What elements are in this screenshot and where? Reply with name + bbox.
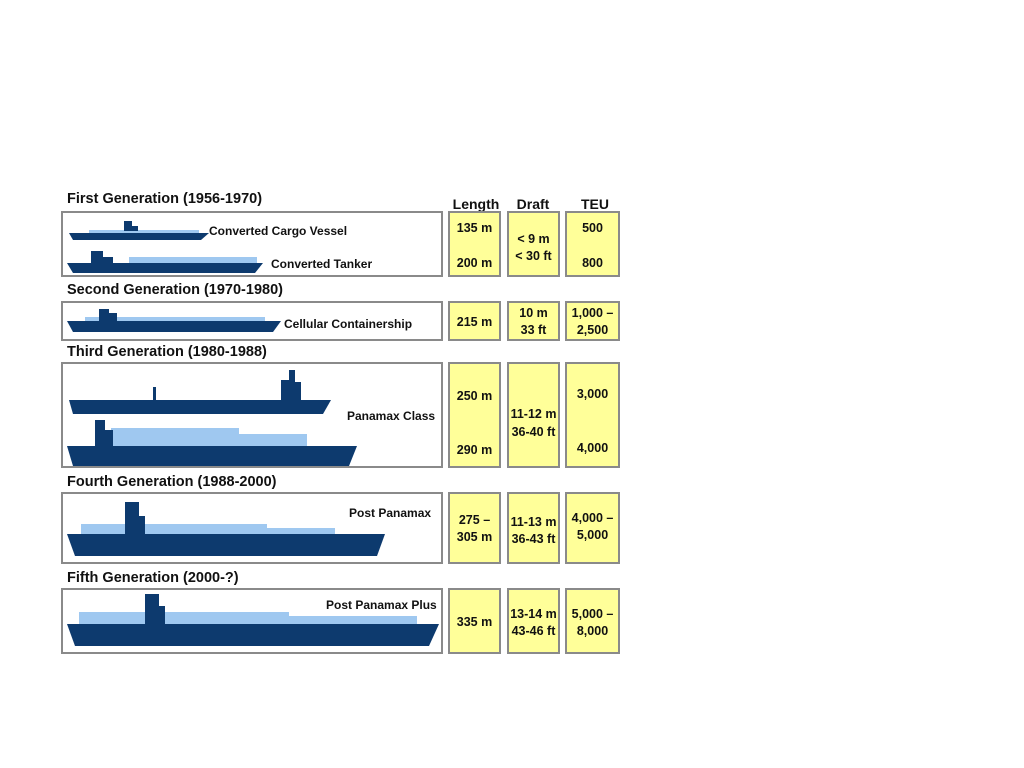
ship-label: Post Panamax: [349, 506, 432, 520]
container-ship-icon: [69, 370, 331, 414]
container-ship-icon: [67, 594, 439, 646]
ship-label: Panamax Class: [347, 409, 436, 423]
container-ship-icon: [67, 502, 385, 556]
length-cell-1: 135 m 200 m: [448, 211, 501, 277]
ship-panel-3: Panamax Class: [61, 362, 443, 468]
ship-label: Converted Tanker: [271, 257, 373, 271]
teu-cell-2: 1,000 – 2,500: [565, 301, 620, 341]
ship-panel-5: Post Panamax Plus: [61, 588, 443, 654]
ship-panel-4: Post Panamax: [61, 492, 443, 564]
length-cell-5: 335 m: [448, 588, 501, 654]
draft-cell-5: 13-14 m 43-46 ft: [507, 588, 560, 654]
generation-title-2: Second Generation (1970-1980): [67, 282, 283, 298]
teu-cell-1: 500 800: [565, 211, 620, 277]
length-cell-4: 275 – 305 m: [448, 492, 501, 564]
ship-label: Converted Cargo Vessel: [209, 224, 348, 238]
teu-cell-5: 5,000 – 8,000: [565, 588, 620, 654]
draft-cell-2: 10 m 33 ft: [507, 301, 560, 341]
draft-cell-3: 11-12 m 36-40 ft: [507, 362, 560, 468]
draft-cell-4: 11-13 m 36-43 ft: [507, 492, 560, 564]
teu-cell-3: 3,000 4,000: [565, 362, 620, 468]
column-header-draft: Draft: [516, 196, 550, 212]
length-cell-2: 215 m: [448, 301, 501, 341]
generation-title-4: Fourth Generation (1988-2000): [67, 474, 277, 490]
ship-label: Post Panamax Plus: [326, 598, 437, 612]
draft-cell-1: < 9 m < 30 ft: [507, 211, 560, 277]
container-ship-icon: [67, 420, 357, 466]
ship-panel-1: Converted Cargo Vessel Converted Tanker: [61, 211, 443, 277]
ship-label: Cellular Containership: [284, 317, 413, 331]
teu-cell-4: 4,000 – 5,000: [565, 492, 620, 564]
container-ship-icon: [67, 251, 263, 273]
ship-panel-2: Cellular Containership: [61, 301, 443, 341]
generation-title-5: Fifth Generation (2000-?): [67, 570, 239, 586]
column-header-length: Length: [452, 196, 500, 212]
length-cell-3: 250 m 290 m: [448, 362, 501, 468]
container-ship-icon: [67, 309, 281, 332]
generation-title-1: First Generation (1956-1970): [67, 191, 263, 207]
generation-title-3: Third Generation (1980-1988): [67, 344, 267, 360]
column-header-teu: TEU: [581, 196, 609, 212]
container-ship-icon: [69, 221, 209, 240]
